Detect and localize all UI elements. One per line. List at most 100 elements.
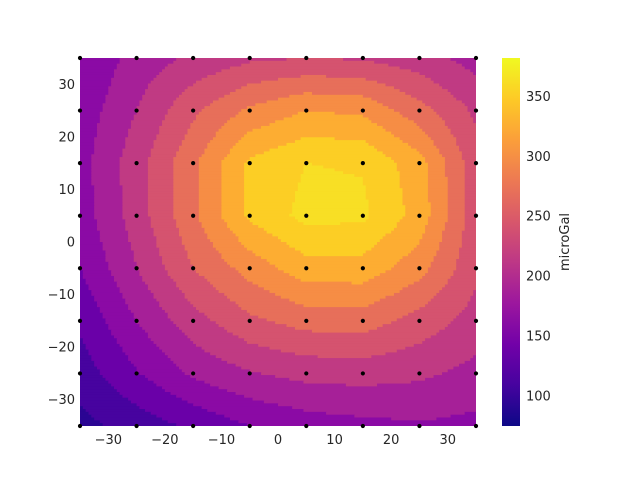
contour-band <box>173 213 200 218</box>
contour-band <box>187 86 242 90</box>
contour-band <box>459 148 476 153</box>
contour-band <box>80 137 95 141</box>
x-tick-label: 20 <box>383 433 400 448</box>
contour-band <box>399 111 437 116</box>
contour-band <box>108 380 155 385</box>
contour-band <box>371 120 415 124</box>
contour-band <box>105 377 149 382</box>
contour-band <box>241 86 395 90</box>
contour-band <box>439 114 471 119</box>
contour-band <box>111 80 152 85</box>
grid-point-marker <box>304 213 309 218</box>
contour-band <box>181 239 211 243</box>
contour-band <box>221 358 471 362</box>
contour-band <box>280 349 398 353</box>
contour-band <box>391 131 426 136</box>
contour-band <box>374 275 423 280</box>
contour-band <box>193 304 239 308</box>
contour-band <box>80 72 115 76</box>
contour-band <box>80 355 92 359</box>
contour-band <box>173 196 200 201</box>
contour-band <box>80 281 87 286</box>
contour-band <box>470 114 476 119</box>
contour-band <box>122 199 149 203</box>
contour-band <box>184 247 217 252</box>
contour-band <box>147 191 174 195</box>
contour-band <box>184 134 217 138</box>
contour-band <box>258 225 398 229</box>
grid-point-marker <box>134 161 139 166</box>
contour-band <box>80 196 95 201</box>
contour-band <box>391 157 426 161</box>
contour-band <box>464 227 476 232</box>
contour-band <box>244 165 305 169</box>
grid-point-marker <box>360 55 365 61</box>
contour-band <box>122 193 149 198</box>
contour-band <box>413 281 449 286</box>
contour-band <box>210 383 347 387</box>
contour-band <box>294 301 375 305</box>
contour-band <box>207 145 234 150</box>
contour-band <box>142 278 174 283</box>
contour-band <box>289 213 370 218</box>
contour-band <box>204 312 251 317</box>
contour-band <box>365 140 404 144</box>
contour-band <box>156 134 186 138</box>
contour-band <box>184 292 225 297</box>
contour-band <box>80 154 92 158</box>
contour-band <box>80 360 95 365</box>
contour-band <box>159 247 186 252</box>
contour-band <box>300 174 355 178</box>
contour-band <box>303 171 344 175</box>
contour-band <box>362 179 401 184</box>
contour-band <box>125 352 166 356</box>
contour-band <box>433 256 460 260</box>
contour-band <box>419 307 466 311</box>
contour-band <box>456 97 476 102</box>
contour-band <box>94 151 124 155</box>
contour-band <box>164 267 194 271</box>
contour-band <box>125 301 160 305</box>
contour-band <box>96 222 126 226</box>
contour-band <box>173 193 200 198</box>
contour-band <box>385 270 429 274</box>
grid-point-marker <box>473 55 479 61</box>
contour-band <box>212 100 268 104</box>
contour-band <box>125 298 157 303</box>
contour-band <box>459 312 476 317</box>
contour-band <box>99 114 135 119</box>
contour-band <box>80 151 95 155</box>
contour-band <box>402 199 429 203</box>
contour-band <box>207 233 237 237</box>
contour-band <box>215 321 276 325</box>
contour-band <box>263 227 395 232</box>
contour-band <box>176 394 245 399</box>
contour-band <box>133 258 163 263</box>
contour-band <box>193 264 231 269</box>
contour-band <box>238 304 305 308</box>
grid-point-marker <box>473 213 479 218</box>
contour-band <box>246 159 395 164</box>
contour-band <box>464 171 476 175</box>
grid-point-marker <box>191 55 196 61</box>
contour-band <box>198 208 223 212</box>
contour-band <box>136 369 183 373</box>
contour-band <box>80 341 84 345</box>
contour-band <box>147 205 174 209</box>
contour-band <box>447 210 466 215</box>
grid-point-marker <box>304 266 309 271</box>
contour-band <box>221 179 245 184</box>
contour-band <box>450 91 476 96</box>
contour-band <box>147 171 174 175</box>
contour-band <box>201 222 228 226</box>
contour-band <box>91 171 121 175</box>
contour-band <box>187 250 220 254</box>
contour-band <box>224 123 271 127</box>
contour-band <box>447 202 466 206</box>
contour-band <box>80 86 109 90</box>
contour-band <box>201 154 228 158</box>
contour-band <box>425 157 446 161</box>
contour-band <box>130 360 174 365</box>
contour-band <box>91 168 121 172</box>
y-tick-label: 10 <box>58 183 75 198</box>
